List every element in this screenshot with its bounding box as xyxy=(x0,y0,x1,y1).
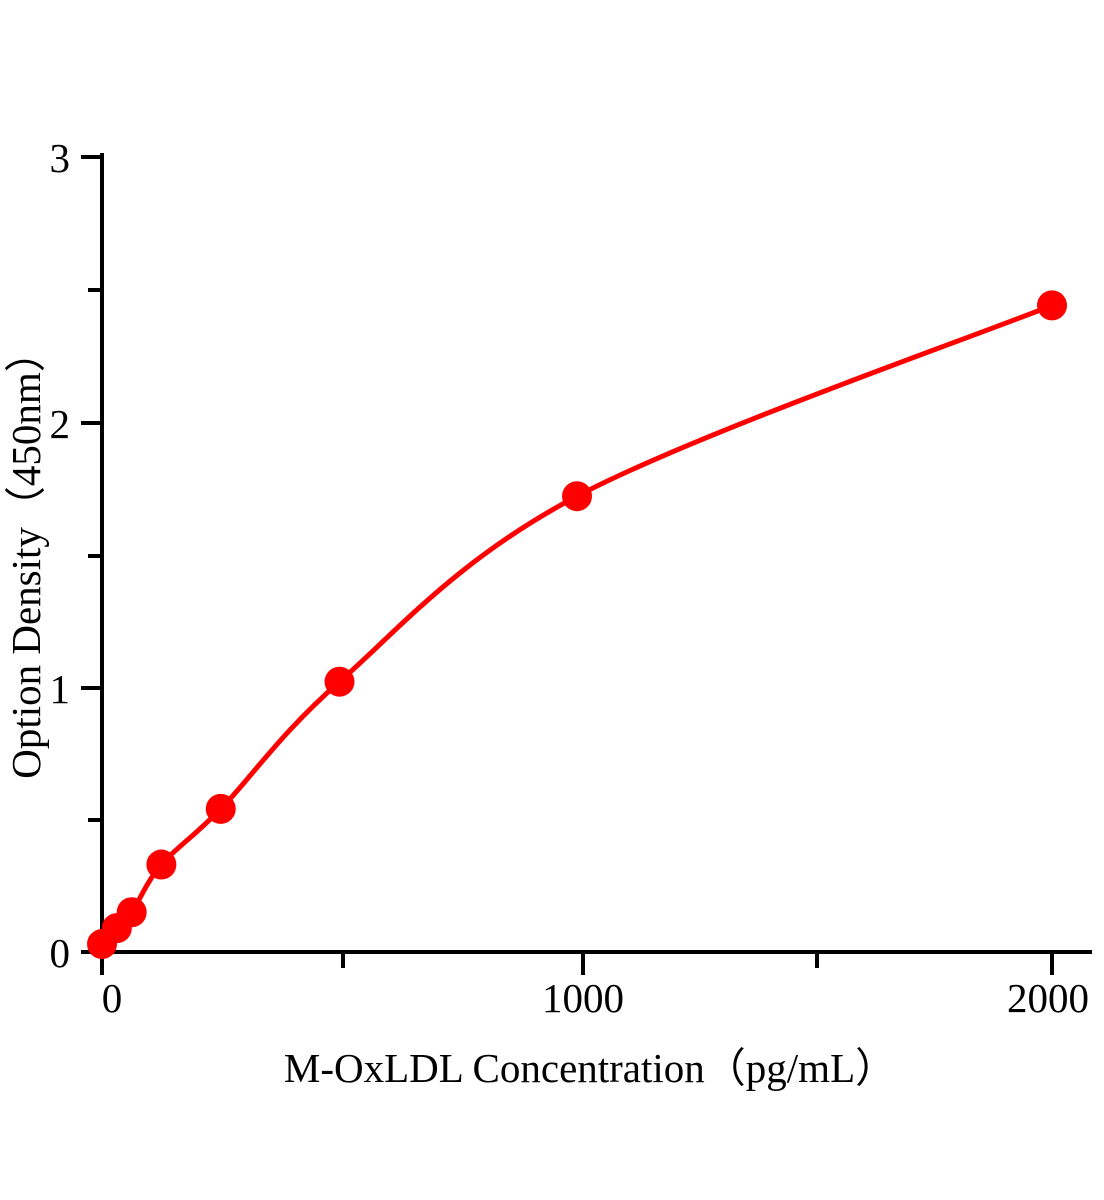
data-point xyxy=(146,849,177,880)
x-tick-label-2000: 2000 xyxy=(1007,975,1089,1021)
x-tick-group xyxy=(100,952,1054,975)
y-tick-label-0: 0 xyxy=(50,930,71,976)
axis-group xyxy=(98,153,1092,954)
data-point xyxy=(1037,290,1067,321)
x-axis-title: M-OxLDL Concentration（pg/mL） xyxy=(284,1045,896,1091)
data-point xyxy=(205,793,236,824)
y-tick-label-2: 2 xyxy=(50,401,71,447)
y-tick-label-3: 3 xyxy=(50,135,71,181)
y-axis-title: Option Density（450nm） xyxy=(3,331,49,779)
fit-curve xyxy=(99,302,1055,947)
data-point xyxy=(562,481,592,512)
data-point xyxy=(116,897,147,928)
data-point-group xyxy=(87,290,1067,960)
x-tick-label-0: 0 xyxy=(102,975,123,1021)
y-tick-label-1: 1 xyxy=(50,666,71,712)
y-tick-group xyxy=(81,155,102,954)
x-tick-label-1000: 1000 xyxy=(542,975,624,1021)
data-point xyxy=(324,666,355,697)
